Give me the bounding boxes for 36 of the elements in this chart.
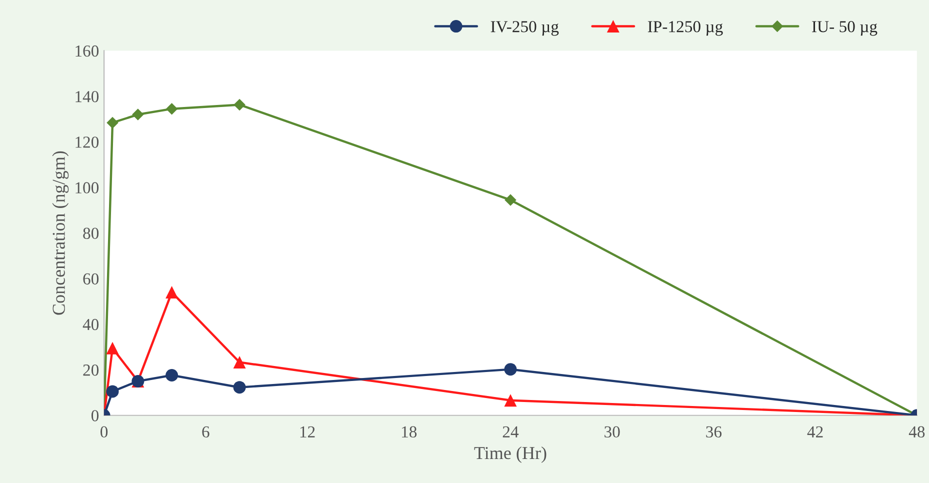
legend-label: IV-250 µg — [490, 21, 559, 36]
y-tick-label: 40 — [82, 318, 99, 330]
y-tick-label: 140 — [76, 90, 99, 102]
x-tick-label: 36 — [706, 426, 722, 438]
legend-label: IP-1250 µg — [648, 21, 723, 36]
y-tick-label: 20 — [83, 364, 99, 376]
point — [504, 394, 517, 407]
point — [234, 98, 246, 111]
y-tick-label: 120 — [76, 136, 99, 148]
point — [106, 116, 118, 129]
y-tick-label: 60 — [83, 273, 99, 285]
point — [504, 194, 516, 206]
y-tick-label: 160 — [76, 45, 99, 57]
x-tick-label: 48 — [908, 426, 925, 438]
x-tick-label: 30 — [604, 426, 620, 438]
x-tick-label: 6 — [202, 426, 210, 438]
point — [106, 385, 119, 398]
legend-label: IU- 50 µg — [812, 21, 878, 36]
x-axis-title: Time (Hr) — [474, 446, 546, 463]
point — [233, 381, 246, 394]
x-tick-label: 12 — [300, 426, 315, 438]
y-axis-title: Concentration (ng/gm) — [52, 151, 69, 315]
y-tick-label: 100 — [76, 182, 99, 194]
x-tick-label: 42 — [807, 426, 823, 438]
point — [233, 356, 246, 369]
x-tick-label: 18 — [402, 426, 417, 438]
point — [166, 286, 178, 299]
x-tick-label: 0 — [100, 426, 108, 438]
point — [504, 363, 517, 376]
point — [166, 102, 178, 115]
x-tick-label: 24 — [502, 426, 519, 438]
point — [132, 108, 144, 120]
y-tick-label: 80 — [83, 228, 99, 239]
point — [166, 369, 178, 382]
point — [106, 342, 119, 354]
y-tick-label: 0 — [91, 410, 99, 422]
